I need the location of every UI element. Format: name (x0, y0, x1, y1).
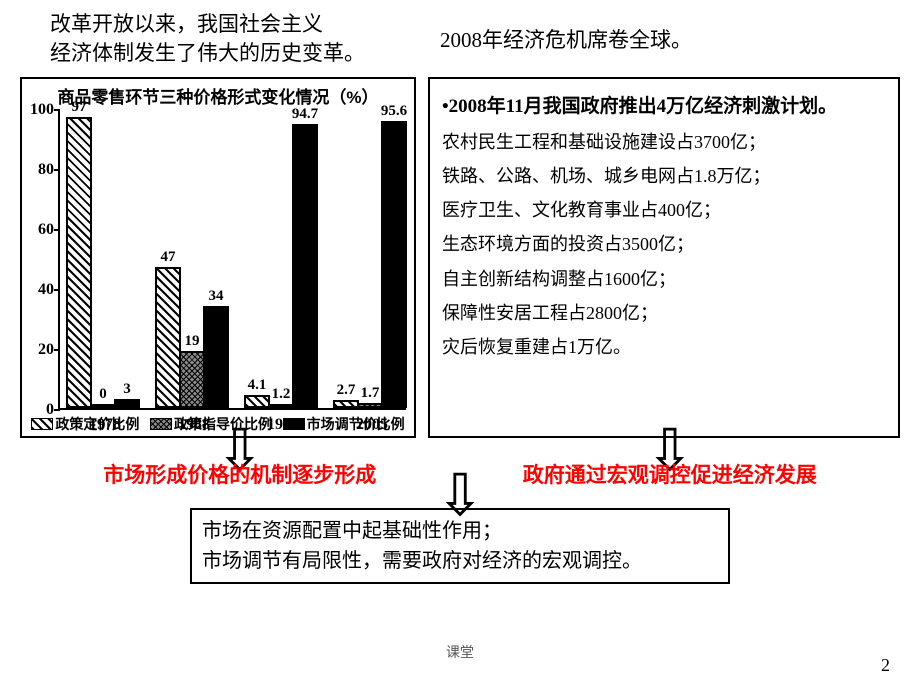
legend-swatch-icon (150, 418, 172, 430)
stimulus-line-1: 铁路、公路、机场、城乡电网占1.8万亿； (442, 159, 886, 193)
x-tick-label: 1998 (267, 416, 299, 434)
x-tick-label: 2005 (356, 416, 388, 434)
stimulus-text-box: •2008年11月我国政府推出4万亿经济刺激计划。 农村民生工程和基础设施建设占… (428, 77, 900, 438)
bar-value-label: 34 (209, 288, 224, 305)
x-tick-label: 1988 (178, 416, 210, 434)
bullet-icon: • (442, 96, 449, 117)
page-number: 2 (881, 655, 890, 676)
stimulus-line-5: 保障性安居工程占2800亿； (442, 296, 886, 330)
bar: 47 (155, 267, 181, 408)
y-tick-label: 60 (24, 221, 54, 239)
chart-plot-area: 0204060801009703197847193419884.11.294.7… (58, 110, 406, 410)
arrow-down-icon: ⇩ (523, 442, 817, 459)
stimulus-line-0: 农村民生工程和基础设施建设占3700亿； (442, 125, 886, 159)
stimulus-line-4: 自主创新结构调整占1600亿； (442, 262, 886, 296)
stimulus-headline: •2008年11月我国政府推出4万亿经济刺激计划。 (442, 89, 886, 125)
header-left-line1: 改革开放以来，我国社会主义 (50, 12, 323, 36)
bar-group: 2.71.795.6 (333, 121, 405, 408)
bar: 19 (179, 351, 205, 408)
stimulus-line-3: 生态环境方面的投资占3500亿； (442, 227, 886, 261)
bar: 4.1 (244, 395, 270, 407)
arrow-down-icon: ⇩ (103, 442, 376, 459)
bar-group: 9703 (66, 117, 138, 408)
bottom-summary-box: 市场在资源配置中起基础性作用； 市场调节有局限性，需要政府对经济的宏观调控。 (190, 508, 730, 584)
y-tick-label: 20 (24, 341, 54, 359)
y-tick-label: 100 (24, 101, 54, 119)
bar-value-label: 95.6 (381, 103, 407, 120)
bar-value-label: 4.1 (248, 377, 267, 394)
chart-container: 商品零售环节三种价格形式变化情况（%） 02040608010097031978… (20, 77, 416, 438)
bar: 0 (90, 404, 116, 408)
bar-value-label: 1.7 (361, 385, 380, 402)
header-left-line2: 经济体制发生了伟大的历史变革。 (50, 41, 365, 65)
y-tick-label: 80 (24, 161, 54, 179)
bar: 95.6 (381, 121, 407, 408)
y-tick-label: 40 (24, 281, 54, 299)
footer-text: 课堂 (446, 642, 474, 662)
bar-group: 471934 (155, 267, 227, 408)
conclusion-right: 政府通过宏观调控促进经济发展 (523, 459, 817, 489)
bar-group: 4.11.294.7 (244, 124, 316, 408)
legend-swatch-icon (31, 418, 53, 430)
conclusion-left: 市场形成价格的机制逐步形成 (103, 459, 376, 489)
header-left-text: 改革开放以来，我国社会主义 经济体制发生了伟大的历史变革。 (20, 10, 420, 69)
stimulus-line-6: 灾后恢复重建占1万亿。 (442, 330, 886, 364)
x-tick-label: 1978 (89, 416, 121, 434)
y-tick-label: 0 (24, 401, 54, 419)
bar-value-label: 94.7 (292, 106, 318, 123)
bar-value-label: 19 (185, 333, 200, 350)
bottom-line-1: 市场在资源配置中起基础性作用； (202, 516, 718, 546)
bar-value-label: 0 (99, 386, 107, 403)
bar-value-label: 1.2 (272, 386, 291, 403)
bottom-line-2: 市场调节有局限性，需要政府对经济的宏观调控。 (202, 546, 718, 576)
bar: 97 (66, 117, 92, 408)
bar-value-label: 3 (123, 381, 131, 398)
bar-value-label: 97 (72, 99, 87, 116)
bar: 34 (203, 306, 229, 408)
bar: 2.7 (333, 400, 359, 408)
bar-value-label: 47 (161, 249, 176, 266)
bar: 3 (114, 399, 140, 408)
bar-value-label: 2.7 (337, 382, 356, 399)
header-right-text: 2008年经济危机席卷全球。 (420, 10, 900, 69)
arrow-down-icon: ⇩ (0, 489, 920, 504)
bar: 94.7 (292, 124, 318, 408)
bar: 1.7 (357, 403, 383, 408)
bar: 1.2 (268, 404, 294, 408)
stimulus-line-2: 医疗卫生、文化教育事业占400亿； (442, 193, 886, 227)
